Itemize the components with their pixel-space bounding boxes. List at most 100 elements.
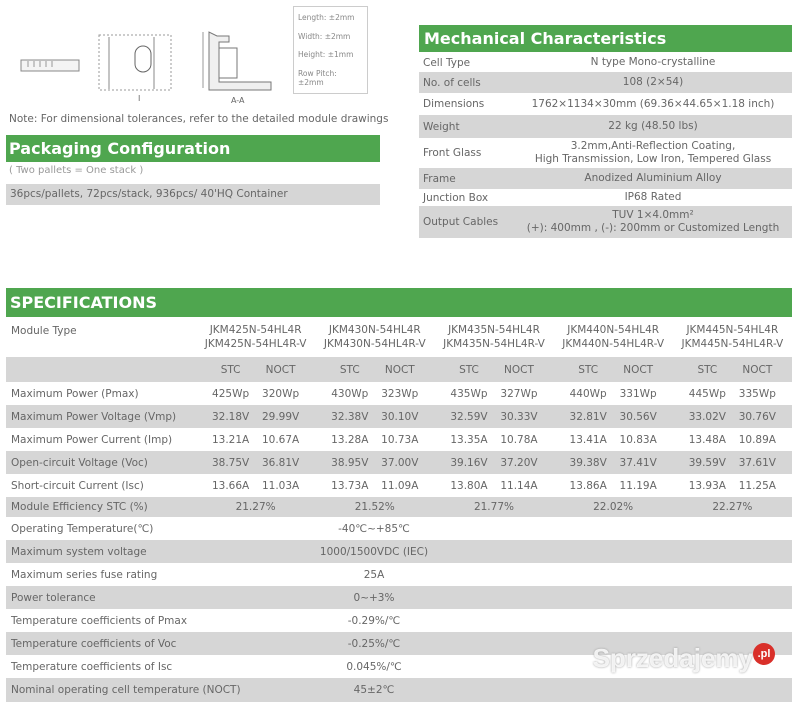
spec-value-group: 39.59V 37.61V bbox=[673, 457, 792, 469]
noct-header: NOCT bbox=[623, 363, 654, 376]
stc-header: STC bbox=[697, 363, 718, 376]
model-name-line: JKM435N-54HL4R-V bbox=[443, 338, 545, 350]
spec-value-stc: 13.66A bbox=[211, 479, 250, 492]
mechanical-value-line: 1762×1134×30mm (69.36×44.65×1.18 inch) bbox=[531, 97, 775, 110]
spec-value-stc: 440Wp bbox=[569, 387, 607, 400]
mechanical-value-line: (+): 400mm , (-): 200mm or Customized Le… bbox=[526, 222, 780, 234]
condition-group: STC NOCT bbox=[196, 364, 315, 376]
general-spec-value: -40℃~+85℃ bbox=[338, 522, 410, 535]
spec-value-group: 445Wp 335Wp bbox=[673, 388, 792, 400]
efficiency-value: 22.27% bbox=[712, 501, 753, 513]
efficiency-value: 21.52% bbox=[354, 501, 395, 513]
spec-value-noct: 11.09A bbox=[381, 479, 419, 492]
spec-value-stc: 32.38V bbox=[331, 410, 369, 423]
model-name-line: JKM445N-54HL4R-V bbox=[681, 338, 784, 350]
spec-value-stc: 39.59V bbox=[688, 456, 726, 469]
mechanical-value-line: 3.2mm,Anti-Reflection Coating, bbox=[570, 140, 736, 152]
spec-value-group: 38.95V 37.00V bbox=[315, 457, 434, 469]
general-spec-label: Temperature coefficients of Pmax bbox=[11, 614, 188, 627]
spec-value-stc: 13.48A bbox=[688, 433, 726, 446]
general-spec-value: 1000/1500VDC (IEC) bbox=[319, 545, 429, 558]
mechanical-row: Junction Box IP68 Rated bbox=[419, 189, 792, 206]
tolerance-height: Height: ±1mm bbox=[298, 50, 354, 60]
efficiency-value: 21.77% bbox=[473, 501, 514, 513]
condition-header-row: STC NOCT STC NOCT STC NOCT STC NOCT STC NOCT bbox=[6, 357, 792, 382]
mechanical-value-line: Anodized Aluminium Alloy bbox=[584, 172, 722, 184]
model-name: JKM425N-54HL4R JKM425N-54HL4R-V bbox=[196, 323, 315, 351]
mechanical-value: 22 kg (48.50 lbs) bbox=[514, 120, 792, 133]
mechanical-label: Cell Type bbox=[423, 56, 471, 69]
spec-value-stc: 32.81V bbox=[569, 410, 607, 423]
mechanical-row: Weight 22 kg (48.50 lbs) bbox=[419, 115, 792, 138]
spec-value-stc: 13.86A bbox=[569, 479, 607, 492]
mechanical-value: 3.2mm,Anti-Reflection Coating, High Trans… bbox=[514, 140, 792, 166]
spec-value-noct: 37.20V bbox=[500, 456, 538, 469]
general-spec-value: 0~+3% bbox=[353, 591, 395, 604]
mechanical-label: Dimensions bbox=[423, 98, 485, 110]
model-name: JKM440N-54HL4R JKM440N-54HL4R-V bbox=[554, 323, 673, 351]
general-spec-row: Temperature coefficients of Voc -0.25%/℃ bbox=[6, 632, 792, 655]
spec-label: Maximum Power Current (Imp) bbox=[11, 433, 173, 446]
spec-value-stc: 39.16V bbox=[450, 456, 488, 469]
spec-value-noct: 10.89A bbox=[738, 433, 776, 446]
frame-profile-drawing bbox=[202, 31, 272, 91]
spec-row: Open-circuit Voltage (Voc) 38.75V 36.81V 38… bbox=[6, 451, 792, 474]
junction-box-drawing bbox=[20, 59, 80, 72]
spec-value-group: 39.38V 37.41V bbox=[554, 457, 673, 469]
stc-header: STC bbox=[339, 363, 360, 376]
noct-header: NOCT bbox=[384, 363, 415, 376]
spec-value-group: 435Wp 327Wp bbox=[434, 388, 553, 400]
general-spec-label: Maximum series fuse rating bbox=[11, 568, 158, 581]
condition-group: STC NOCT bbox=[554, 364, 673, 376]
spec-value-group: 33.02V 30.76V bbox=[673, 411, 792, 423]
general-spec-value: -0.29%/℃ bbox=[347, 614, 401, 627]
mechanical-value: 108 (2×54) bbox=[514, 76, 792, 89]
spec-value-noct: 320Wp bbox=[262, 387, 300, 400]
spec-row: Maximum Power (Pmax) 425Wp 320Wp 430Wp 323Wp… bbox=[6, 382, 792, 405]
tolerance-note: Note: For dimensional tolerances, refer … bbox=[9, 113, 389, 125]
model-name-line: JKM430N-54HL4R bbox=[328, 324, 421, 336]
spec-value-noct: 327Wp bbox=[500, 387, 538, 400]
mechanical-value-line: N type Mono-crystalline bbox=[590, 56, 716, 68]
spec-value-noct: 37.61V bbox=[738, 456, 776, 469]
mechanical-value: Anodized Aluminium Alloy bbox=[514, 172, 792, 185]
spec-value-group: 13.41A 10.83A bbox=[554, 434, 673, 446]
stc-header: STC bbox=[220, 363, 241, 376]
general-spec-value: 0.045%/℃ bbox=[346, 660, 402, 673]
mechanical-value-line: IP68 Rated bbox=[624, 191, 682, 203]
spec-value-noct: 36.81V bbox=[261, 456, 300, 469]
packaging-subtitle: ( Two pallets = One stack ) bbox=[9, 165, 144, 176]
spec-value-group: 13.28A 10.73A bbox=[315, 434, 434, 446]
spec-value-group: 32.18V 29.99V bbox=[196, 411, 315, 423]
general-spec-label: Power tolerance bbox=[11, 591, 96, 604]
packaging-title: Packaging Configuration bbox=[6, 135, 380, 162]
spec-value-stc: 435Wp bbox=[450, 387, 488, 400]
module-type-row: Module Type JKM425N-54HL4R JKM425N-54HL4R-… bbox=[6, 317, 792, 357]
spec-value-stc: 13.80A bbox=[450, 479, 488, 492]
spec-value-noct: 11.25A bbox=[738, 479, 776, 492]
mechanical-row: No. of cells 108 (2×54) bbox=[419, 72, 792, 93]
noct-header: NOCT bbox=[265, 363, 296, 376]
spec-value-group: 13.66A 11.03A bbox=[196, 480, 315, 492]
spec-value-stc: 39.38V bbox=[569, 456, 607, 469]
general-spec-label: Temperature coefficients of Isc bbox=[11, 660, 173, 673]
general-spec-value: 25A bbox=[363, 568, 385, 581]
spec-label: Maximum Power (Pmax) bbox=[11, 387, 139, 400]
general-spec-row: Nominal operating cell temperature (NOCT… bbox=[6, 678, 792, 702]
spec-value-stc: 430Wp bbox=[331, 387, 369, 400]
spec-value-stc: 32.59V bbox=[450, 410, 488, 423]
spec-value-noct: 37.41V bbox=[619, 456, 657, 469]
general-spec-row: Temperature coefficients of Isc 0.045%/℃ bbox=[6, 655, 792, 678]
model-name-line: JKM440N-54HL4R-V bbox=[562, 338, 665, 350]
efficiency-value: 22.02% bbox=[593, 501, 634, 513]
efficiency-value: 21.27% bbox=[235, 501, 276, 513]
spec-label: Maximum Power Voltage (Vmp) bbox=[11, 410, 177, 423]
tolerance-width: Width: ±2mm bbox=[298, 31, 351, 41]
general-spec-label: Maximum system voltage bbox=[11, 545, 147, 558]
spec-value-group: 32.59V 30.33V bbox=[434, 411, 553, 423]
mechanical-row: Output Cables TUV 1×4.0mm² (+): 400mm , (-… bbox=[419, 206, 792, 238]
spec-value-noct: 11.14A bbox=[500, 479, 538, 492]
general-spec-label: Nominal operating cell temperature (NOCT… bbox=[11, 684, 241, 696]
general-spec-row: Maximum system voltage 1000/1500VDC (IEC) bbox=[6, 540, 792, 563]
spec-value-noct: 11.03A bbox=[261, 479, 300, 492]
